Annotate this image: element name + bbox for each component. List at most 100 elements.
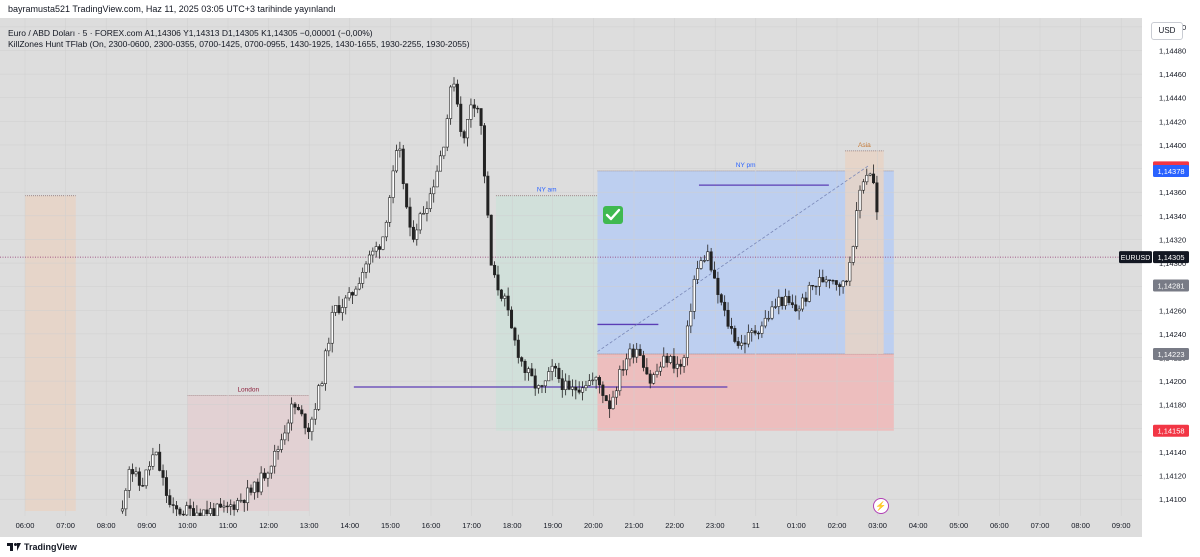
- candle-body: [587, 380, 591, 386]
- candle-body: [672, 356, 676, 369]
- symbol-tag-text: EURUSD: [1121, 255, 1151, 262]
- candle-body: [713, 269, 717, 279]
- candle-body: [340, 307, 344, 314]
- candle-body: [229, 504, 233, 507]
- price-axis[interactable]: [1142, 18, 1200, 537]
- candle-body: [181, 513, 185, 516]
- candle-body: [300, 409, 304, 415]
- candle-body: [455, 83, 459, 105]
- time-tick-label: 19:00: [543, 521, 562, 530]
- candle-body: [658, 366, 662, 372]
- candle-body: [384, 222, 388, 238]
- candle-body: [574, 386, 578, 391]
- candle-body: [723, 301, 727, 311]
- price-label-box: [1153, 251, 1189, 264]
- time-tick-label: 10:00: [178, 521, 197, 530]
- candle-body: [303, 413, 307, 429]
- time-tick-label: 03:00: [868, 521, 887, 530]
- candle-body: [279, 439, 283, 450]
- candle-body: [171, 504, 175, 506]
- candle-body: [398, 148, 402, 151]
- candle-body: [631, 348, 635, 358]
- time-tick-label: 07:00: [1031, 521, 1050, 530]
- candle-body: [452, 83, 456, 88]
- time-tick-label: 22:00: [665, 521, 684, 530]
- candle-body: [790, 302, 794, 306]
- price-tick-label: 1,14320: [1159, 235, 1186, 244]
- candle-body: [784, 295, 788, 306]
- zone-box: [597, 353, 894, 431]
- candle-body: [459, 103, 463, 132]
- tradingview-logo-icon[interactable]: [7, 541, 21, 553]
- symbol-legend[interactable]: Euro / ABD Doları · 5 · FOREX.com A1,143…: [8, 23, 373, 41]
- price-tick-label: 1,14260: [1159, 306, 1186, 315]
- candle-body: [266, 472, 270, 479]
- candle-body: [868, 173, 872, 176]
- candle-body: [144, 469, 148, 487]
- price-label-box: [1153, 279, 1189, 292]
- candle-body: [479, 108, 483, 126]
- indicator-legend[interactable]: KillZones Hunt TFlab (On, 2300-0600, 230…: [8, 34, 470, 52]
- candle-body: [334, 305, 338, 313]
- candle-body: [594, 377, 598, 381]
- candle-body: [131, 469, 135, 475]
- time-axis-ticks: 06:00 07:00 08:00 09:00 10:00 11:00 12:00 13:00…: [16, 521, 1131, 530]
- candle-body: [740, 342, 744, 346]
- candle-body: [807, 285, 811, 302]
- candle-body: [811, 285, 815, 287]
- zone-label: NY am: [537, 187, 557, 194]
- candle-body: [875, 182, 879, 213]
- candle-body: [235, 500, 239, 510]
- price-label-text: 1,14378: [1157, 167, 1184, 176]
- time-tick-label: 15:00: [381, 521, 400, 530]
- time-axis[interactable]: [0, 516, 1142, 537]
- candle-body: [296, 406, 300, 411]
- currency-button[interactable]: USD: [1151, 22, 1183, 40]
- candle-body: [652, 374, 656, 384]
- candle-body: [861, 181, 865, 191]
- candle-body: [662, 355, 666, 368]
- candle-body: [482, 125, 486, 177]
- candle-body: [699, 260, 703, 269]
- candle-body: [286, 422, 290, 434]
- candle-body: [168, 495, 172, 505]
- candle-body: [391, 170, 395, 198]
- candle-body: [665, 355, 669, 363]
- candle-body: [361, 272, 365, 284]
- candle-body: [608, 400, 612, 410]
- time-tick-label: 12:00: [259, 521, 278, 530]
- candle-body: [733, 328, 737, 342]
- candle-body: [855, 210, 859, 247]
- candle-body: [378, 246, 382, 250]
- candle-body: [323, 350, 327, 384]
- zone-box: [597, 170, 894, 354]
- candle-body: [449, 86, 453, 119]
- candle-body: [320, 383, 324, 387]
- flash-icon[interactable]: ⚡: [873, 498, 889, 514]
- candle-body: [344, 297, 348, 308]
- publish-text: bayramusta521 TradingView.com, Haz 11, 2…: [8, 4, 336, 14]
- level-lines: [0, 164, 1142, 388]
- candle-body: [648, 373, 652, 384]
- time-tick-label: 13:00: [300, 521, 319, 530]
- price-tick-label: 1,14360: [1159, 188, 1186, 197]
- candle-body: [506, 295, 510, 311]
- candle-body: [219, 503, 223, 508]
- candle-body: [205, 509, 209, 514]
- candle-body: [154, 451, 158, 456]
- candle-body: [418, 213, 422, 231]
- candle-body: [435, 170, 439, 188]
- candle-body: [797, 308, 801, 312]
- candle-body: [780, 296, 784, 306]
- candle-body: [523, 360, 527, 373]
- candle-body: [716, 277, 720, 295]
- candle-body: [675, 363, 679, 369]
- symbol-ohlc: Euro / ABD Doları · 5 · FOREX.com A1,143…: [8, 28, 373, 38]
- candle-body: [689, 311, 693, 327]
- tradingview-brand[interactable]: TradingView: [24, 542, 77, 552]
- candle-body: [844, 280, 848, 283]
- candle-body: [496, 274, 500, 291]
- candle-body: [164, 477, 168, 496]
- time-tick-label: 06:00: [16, 521, 35, 530]
